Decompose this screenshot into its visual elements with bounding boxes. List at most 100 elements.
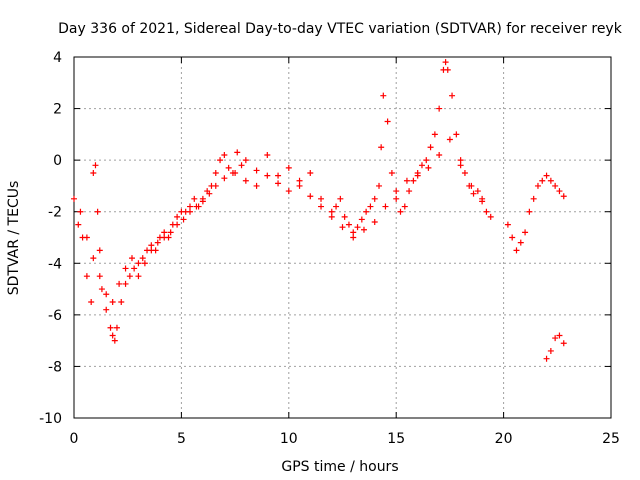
data-point bbox=[339, 224, 346, 231]
data-point bbox=[131, 265, 138, 272]
data-point bbox=[427, 144, 434, 151]
y-tick-label: -8 bbox=[48, 359, 62, 375]
data-point bbox=[556, 332, 563, 339]
data-point bbox=[457, 157, 464, 164]
data-point bbox=[378, 144, 385, 151]
data-point bbox=[410, 177, 417, 184]
data-point bbox=[337, 195, 344, 202]
x-tick-label: 0 bbox=[70, 431, 79, 447]
data-point bbox=[307, 193, 314, 200]
data-point bbox=[96, 273, 103, 280]
data-point bbox=[234, 149, 241, 156]
data-point bbox=[109, 298, 116, 305]
data-point bbox=[470, 190, 477, 197]
data-point bbox=[406, 188, 413, 195]
y-tick-label: -10 bbox=[39, 411, 62, 427]
data-point bbox=[393, 188, 400, 195]
data-point bbox=[363, 208, 370, 215]
data-point bbox=[191, 195, 198, 202]
data-points bbox=[71, 59, 567, 362]
data-point bbox=[186, 208, 193, 215]
data-point bbox=[560, 193, 567, 200]
data-point bbox=[161, 229, 168, 236]
data-point bbox=[526, 208, 533, 215]
x-tick-label: 15 bbox=[387, 431, 405, 447]
data-point bbox=[126, 273, 133, 280]
x-tick-label: 25 bbox=[602, 431, 620, 447]
data-point bbox=[122, 280, 129, 287]
data-point bbox=[479, 198, 486, 205]
data-point bbox=[77, 208, 84, 215]
y-tick-label: -4 bbox=[48, 256, 62, 272]
data-point bbox=[238, 162, 245, 169]
data-point bbox=[109, 332, 116, 339]
data-point bbox=[522, 229, 529, 236]
data-point bbox=[539, 177, 546, 184]
data-point bbox=[388, 170, 395, 177]
data-point bbox=[318, 195, 325, 202]
data-point bbox=[242, 177, 249, 184]
data-point bbox=[504, 221, 511, 228]
grid bbox=[74, 57, 611, 418]
x-tick-label: 20 bbox=[495, 431, 513, 447]
y-tick-label: 0 bbox=[53, 153, 62, 169]
data-point bbox=[90, 255, 97, 262]
data-point bbox=[418, 162, 425, 169]
data-point bbox=[446, 136, 453, 143]
data-point bbox=[547, 347, 554, 354]
data-point bbox=[552, 335, 559, 342]
data-point bbox=[509, 234, 516, 241]
data-point bbox=[483, 208, 490, 215]
x-tick-label: 5 bbox=[177, 431, 186, 447]
data-point bbox=[333, 203, 340, 210]
data-point bbox=[221, 175, 228, 182]
data-point bbox=[376, 182, 383, 189]
data-point bbox=[530, 195, 537, 202]
data-point bbox=[453, 131, 460, 138]
data-point bbox=[384, 118, 391, 125]
data-point bbox=[174, 213, 181, 220]
data-point bbox=[556, 188, 563, 195]
data-point bbox=[253, 167, 260, 174]
data-point bbox=[94, 208, 101, 215]
data-point bbox=[461, 170, 468, 177]
data-point bbox=[242, 157, 249, 164]
data-point bbox=[122, 265, 129, 272]
data-point bbox=[360, 226, 367, 233]
data-point bbox=[103, 306, 110, 313]
data-point bbox=[75, 221, 82, 228]
data-point bbox=[513, 247, 520, 254]
data-point bbox=[180, 216, 187, 223]
data-point bbox=[118, 298, 125, 305]
data-point bbox=[345, 221, 352, 228]
data-point bbox=[382, 203, 389, 210]
data-point bbox=[436, 105, 443, 112]
data-point bbox=[232, 170, 239, 177]
y-tick-label: 4 bbox=[53, 50, 62, 66]
data-point bbox=[431, 131, 438, 138]
data-point bbox=[174, 221, 181, 228]
data-point bbox=[354, 224, 361, 231]
data-point bbox=[128, 255, 135, 262]
data-point bbox=[474, 188, 481, 195]
data-point bbox=[88, 298, 95, 305]
data-point bbox=[253, 182, 260, 189]
data-point bbox=[296, 182, 303, 189]
data-point bbox=[468, 182, 475, 189]
data-point bbox=[403, 177, 410, 184]
data-point bbox=[371, 219, 378, 226]
data-point bbox=[487, 213, 494, 220]
data-point bbox=[225, 164, 232, 171]
data-point bbox=[96, 247, 103, 254]
data-point bbox=[135, 260, 142, 267]
data-point bbox=[264, 172, 271, 179]
axis-ticks: 0 5 10 15 20 25 -10 -8 -6 -4 -2 0 2 4 bbox=[39, 50, 620, 447]
data-point bbox=[341, 213, 348, 220]
data-point bbox=[307, 170, 314, 177]
data-point bbox=[141, 260, 148, 267]
data-point bbox=[285, 188, 292, 195]
data-point bbox=[148, 247, 155, 254]
data-point bbox=[148, 242, 155, 249]
y-tick-label: -2 bbox=[48, 205, 62, 221]
